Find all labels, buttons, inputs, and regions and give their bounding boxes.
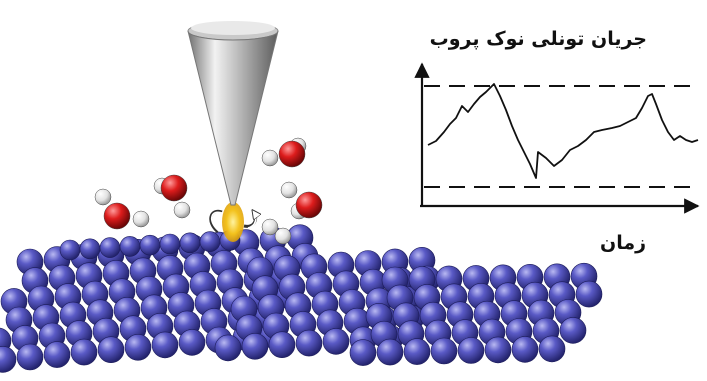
water-molecule-icon: [153, 174, 191, 219]
surface-atom: [484, 336, 512, 364]
surface-atom: [322, 328, 350, 355]
surface-atom: [79, 238, 101, 260]
surface-atom: [119, 236, 141, 257]
rotation-arrow-fill: [211, 211, 223, 232]
graph-title: جریان تونلی نوک پروب: [429, 28, 647, 50]
surface-atom: [16, 343, 44, 371]
surface-atom: [376, 338, 404, 366]
surface-atom: [457, 337, 485, 364]
surface-atom: [214, 334, 242, 362]
surface-atom: [159, 233, 181, 255]
water-molecule-icon: [261, 137, 307, 168]
surface-atom: [139, 234, 161, 256]
surface-atom: [430, 337, 458, 365]
surface-atoms-icon: [0, 224, 603, 373]
surface-atom: [575, 280, 603, 308]
water-molecule-icon: [94, 188, 150, 230]
probe-tip-icon: [187, 21, 279, 206]
surface-atom: [295, 329, 323, 357]
surface-atom: [151, 331, 179, 359]
x-axis-label: زمان: [600, 232, 647, 254]
surface-atom: [70, 338, 98, 366]
surface-atom: [179, 232, 201, 254]
surface-atom: [511, 336, 539, 363]
water-molecule-icon: [280, 181, 323, 220]
surface-atom: [59, 239, 81, 261]
surface-atom: [403, 338, 431, 365]
surface-atom: [99, 237, 121, 258]
water-molecule-icon: [261, 218, 292, 245]
surface-atom: [199, 231, 221, 252]
surface-atom: [43, 341, 71, 368]
water-molecules: [94, 137, 323, 245]
surface-atom: [97, 336, 125, 364]
surface-atom: [538, 335, 566, 363]
current-signal-line: [427, 83, 699, 179]
surface-atom: [124, 333, 152, 361]
current-graph: [414, 62, 700, 214]
surface-atom: [268, 331, 296, 359]
surface-atom: [178, 329, 206, 356]
surface-atom: [241, 332, 269, 360]
surface-atom: [559, 317, 587, 344]
surface-atom: [349, 339, 377, 366]
tunneling-glow: [222, 202, 244, 242]
surface-atom: [0, 346, 17, 373]
